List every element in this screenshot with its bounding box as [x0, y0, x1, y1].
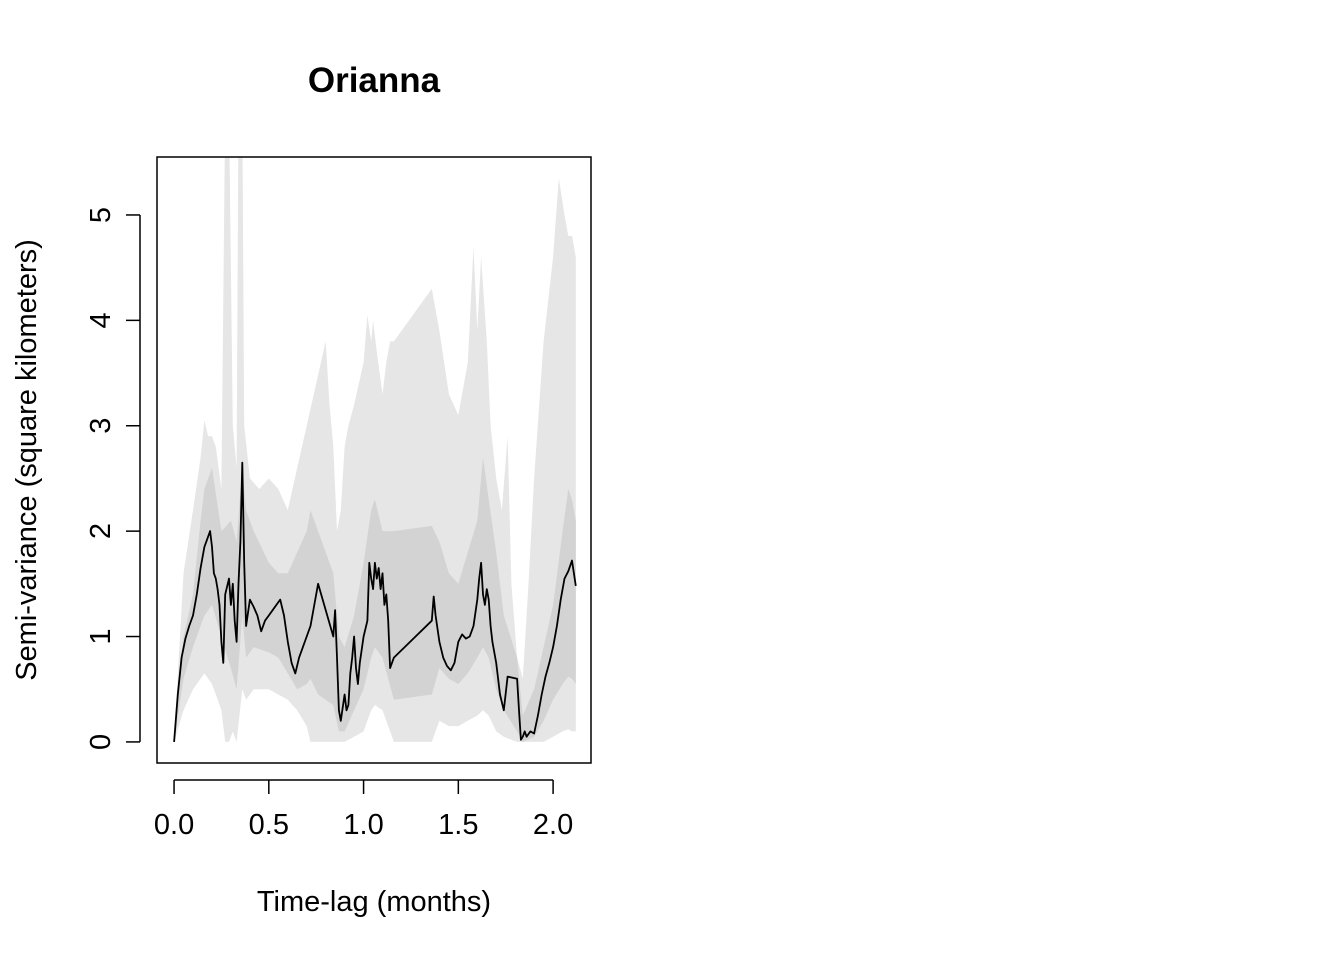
x-tick-label: 0.0: [154, 809, 194, 841]
x-tick-label: 0.5: [249, 809, 289, 841]
y-axis: 0 1 2 3 4 5: [85, 207, 141, 750]
inner-confidence-band: [174, 457, 576, 742]
x-axis: 0.0 0.5 1.0 1.5 2.0: [154, 779, 573, 841]
y-tick-label: 1: [85, 628, 117, 644]
plot-frame: [156, 156, 592, 764]
y-tick-label: 0: [85, 734, 117, 750]
estimate-line-layer: [173, 461, 577, 742]
confidence-bands: [174, 157, 576, 742]
semivariance-line: [173, 461, 577, 742]
y-tick-label: 5: [85, 207, 117, 223]
y-tick-label: 4: [85, 312, 117, 328]
x-tick-label: 2.0: [533, 809, 573, 841]
x-tick-label: 1.5: [438, 809, 478, 841]
x-tick-label: 1.0: [343, 809, 383, 841]
y-axis-label: Semi-variance (square kilometers): [11, 239, 43, 681]
y-tick-label: 3: [85, 418, 117, 434]
y-tick-label: 2: [85, 523, 117, 539]
x-axis-label: Time-lag (months): [257, 886, 491, 918]
chart-title: Orianna: [308, 61, 441, 100]
